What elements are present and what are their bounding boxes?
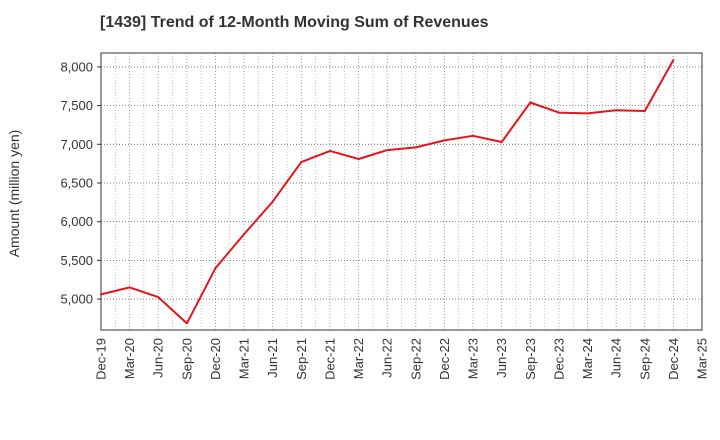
x-tick-label: Dec-22	[437, 338, 452, 380]
data-point	[529, 101, 532, 104]
data-point	[185, 322, 188, 325]
plot-frame	[100, 52, 703, 331]
x-tick-label: Dec-20	[208, 338, 223, 380]
x-tick-label: Sep-24	[637, 338, 652, 380]
data-point	[500, 140, 503, 143]
data-point	[672, 58, 675, 61]
y-tick-label: 7,500	[60, 98, 93, 113]
x-tick-label: Sep-20	[179, 338, 194, 380]
y-axis-ticks: 5,000 5,500 6,000 6,500 7,000 7,500 8,000	[60, 59, 101, 307]
data-point	[414, 146, 417, 149]
x-tick-label: Dec-24	[666, 338, 681, 380]
x-tick-label: Mar-23	[466, 338, 481, 379]
y-tick-label: 5,500	[60, 253, 93, 268]
data-point	[443, 139, 446, 142]
x-tick-label: Jun-20	[151, 338, 166, 378]
x-tick-label: Dec-19	[94, 338, 109, 380]
y-tick-label: 7,000	[60, 137, 93, 152]
x-tick-label: Mar-24	[580, 338, 595, 379]
x-tick-label: Sep-21	[294, 338, 309, 380]
data-point	[214, 267, 217, 270]
data-point	[472, 134, 475, 137]
y-axis-title: Amount (million yen)	[6, 130, 22, 258]
grid-layer	[101, 53, 702, 330]
data-point	[100, 293, 102, 296]
x-tick-label: Jun-21	[265, 338, 280, 378]
data-point	[357, 158, 360, 161]
y-tick-label: 6,000	[60, 214, 93, 229]
x-tick-label: Dec-23	[551, 338, 566, 380]
y-tick-label: 6,500	[60, 175, 93, 190]
x-tick-label: Mar-22	[351, 338, 366, 379]
chart-title: [1439] Trend of 12-Month Moving Sum of R…	[100, 14, 489, 31]
data-point	[328, 149, 331, 152]
x-tick-label: Sep-22	[408, 338, 423, 380]
x-tick-label: Mar-21	[237, 338, 252, 379]
data-point	[243, 233, 246, 236]
x-tick-label: Dec-21	[322, 338, 337, 380]
data-point	[157, 296, 160, 299]
data-point	[557, 111, 560, 114]
x-tick-label: Sep-23	[523, 338, 538, 380]
x-axis-ticks: Dec-19 Mar-20 Jun-20 Sep-20 Dec-20 Mar-21 Jun-…	[94, 338, 710, 380]
data-point	[128, 286, 131, 289]
data-point	[643, 110, 646, 113]
x-tick-label: Jun-22	[380, 338, 395, 378]
x-tick-label: Mar-25	[695, 338, 710, 379]
data-point	[271, 200, 274, 203]
y-tick-label: 5,000	[60, 292, 93, 307]
data-point	[586, 112, 589, 115]
series-layer	[100, 58, 675, 325]
data-point	[300, 161, 303, 164]
x-tick-label: Jun-24	[609, 338, 624, 378]
data-point	[386, 149, 389, 152]
data-point	[615, 109, 618, 112]
y-tick-label: 8,000	[60, 59, 93, 74]
x-tick-label: Jun-23	[494, 338, 509, 378]
x-tick-label: Mar-20	[122, 338, 137, 379]
